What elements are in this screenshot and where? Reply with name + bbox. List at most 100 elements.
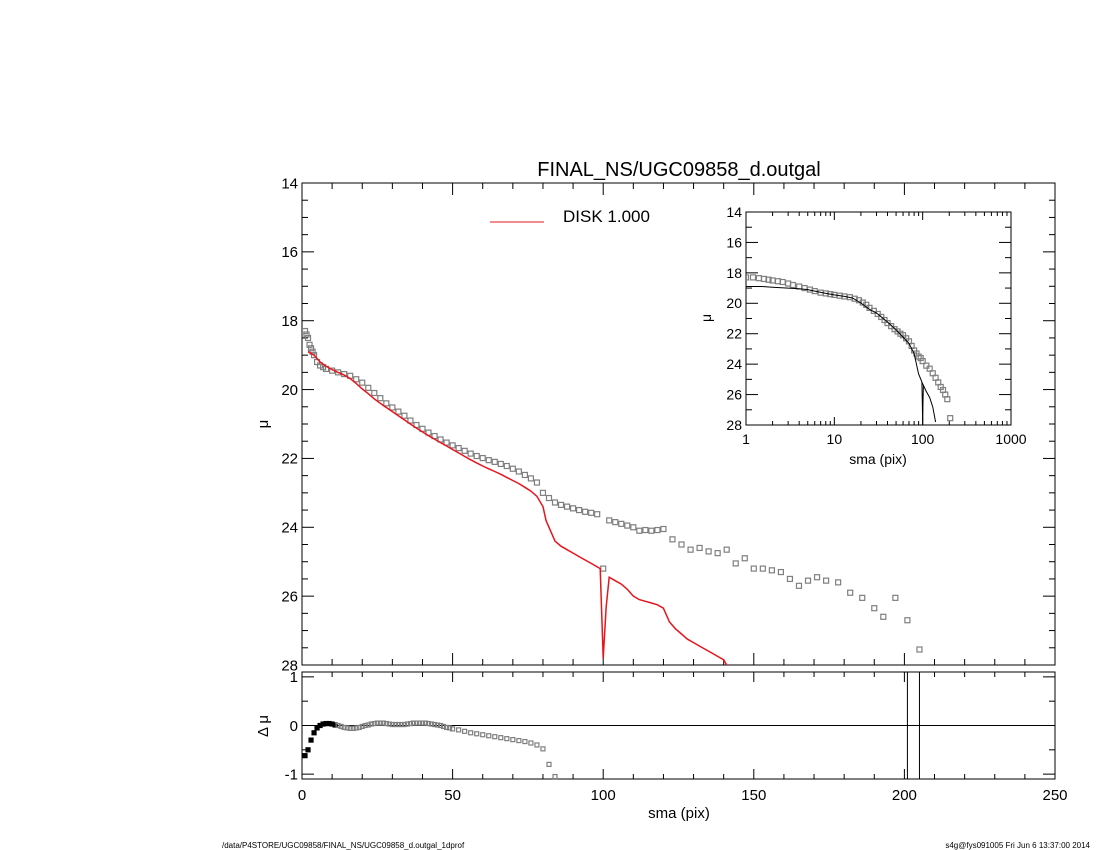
y-tick-label: 0 [290,718,298,735]
residual-point [371,720,377,727]
data-point [871,605,878,612]
data-point [588,509,595,516]
data-point [811,288,818,295]
residual-point [492,734,498,740]
residual-point [504,736,510,742]
data-point [606,517,613,524]
data-point [533,479,541,486]
y-tick-label: 22 [726,326,742,342]
data-point [479,454,486,462]
y-tick-label: 22 [281,451,298,468]
disk-model-line [307,351,728,665]
residual-point [305,747,311,753]
footer-timestamp: s4g@fys091005 Fri Jun 6 13:37:00 2014 [945,841,1090,850]
data-point [461,447,468,454]
residual-point [528,740,534,746]
data-point [750,565,757,572]
data-point [642,526,649,534]
data-point [765,276,772,283]
inset-x-tick-label: 1000 [995,431,1026,447]
data-point [732,560,739,567]
x-tick-label: 50 [444,787,461,804]
data-point [947,415,954,422]
residual-point [383,720,389,727]
data-point [687,546,694,553]
residual-point [365,722,371,728]
data-point [449,442,456,449]
residual-point [401,721,408,728]
y-tick-label: 24 [726,356,742,372]
data-point [618,520,625,527]
inset-x-axis-label: sma (pix) [849,451,907,467]
inset-y-axis-label: μ [698,314,714,322]
data-point [624,522,631,529]
y-tick-label: 16 [726,234,742,250]
residual-point [486,733,492,739]
data-point [696,544,703,552]
residual-point [440,723,447,730]
data-point [503,462,510,470]
inset-x-tick-label: 100 [911,431,935,447]
main-panel: 14 16 18 20 22 24 26 28 μ DISK 1.000 [255,175,1056,674]
residual-point [362,722,368,729]
inset-x-tick-label: 10 [827,431,843,447]
residual-point [386,721,392,727]
data-point [795,582,803,589]
residual-point [347,725,353,732]
data-point [491,458,498,465]
y-tick-label: 20 [281,382,298,399]
residual-point [425,720,432,727]
data-point [768,567,775,574]
main-y-axis-label: μ [255,420,272,429]
residual-point [377,720,383,726]
data-point [509,465,516,472]
data-point [576,506,583,514]
data-point [759,565,766,572]
residual-point [353,725,359,731]
data-point [302,327,309,335]
y-tick-label: 18 [281,313,298,330]
data-point [916,646,923,653]
x-tick-label: 250 [1042,787,1067,804]
residual-point [380,720,386,726]
data-point [485,457,492,464]
data-point [904,617,911,624]
residual-point [413,720,420,726]
data-point [304,334,312,342]
residual-point [344,725,350,731]
data-point [612,519,619,526]
residual-point [498,735,504,741]
residual-point [341,724,347,731]
data-point [813,574,821,581]
residual-point [404,721,411,727]
inset-model-dip [921,382,924,425]
data-point [600,565,607,572]
inset-x-tick-label: 1 [742,431,750,447]
data-point [407,417,414,424]
residual-point [335,722,341,729]
residual-point [395,721,401,728]
y-tick-label: -1 [285,766,298,783]
data-point [377,395,384,402]
residual-point [302,753,308,759]
legend-label: DISK 1.000 [563,207,650,226]
residual-point [546,761,552,768]
data-point [401,412,408,419]
residual-point [407,720,414,727]
inset-data-layer [746,274,954,425]
x-tick-label: 200 [892,787,917,804]
data-point [859,594,866,601]
data-point [789,281,797,289]
data-point [521,471,528,479]
data-point [527,475,535,482]
residual-point [359,723,365,730]
data-point [545,494,553,502]
data-point [307,345,315,352]
data-point [835,579,842,586]
residual-point [462,728,468,734]
y-tick-label: 1 [290,669,298,686]
data-point [371,389,378,397]
residual-point [338,723,344,730]
data-point [892,594,899,601]
